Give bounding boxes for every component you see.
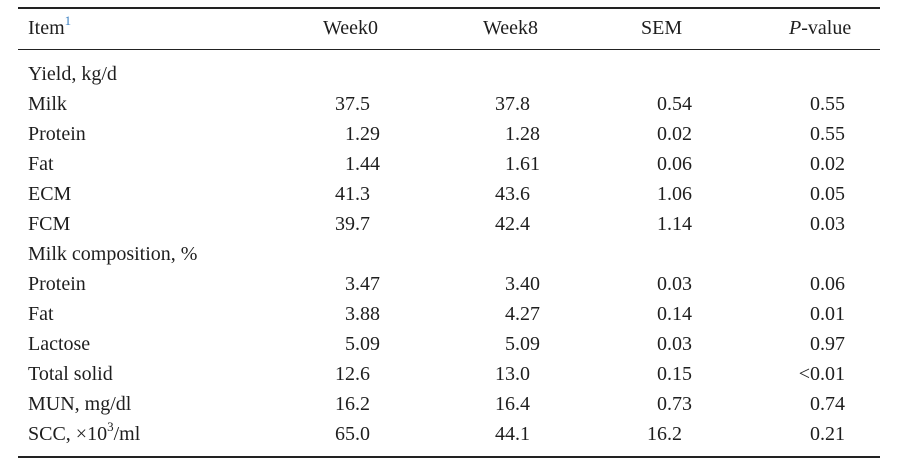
- row-item: Lactose: [28, 332, 90, 356]
- week8-value: 43.6: [495, 183, 530, 205]
- item-text: Protein: [28, 123, 86, 145]
- item-text: Milk: [28, 93, 67, 115]
- header-pvalue-rest: -value: [801, 17, 852, 39]
- bottom-rule: [18, 456, 880, 458]
- week8-value: 1.28: [505, 123, 540, 145]
- week0-value: 12.6: [335, 363, 370, 385]
- week8-value: 13.0: [495, 363, 530, 385]
- row-item: FCM: [28, 212, 70, 236]
- row-item: MUN, mg/dl: [28, 392, 131, 416]
- header-item: Item1: [28, 13, 72, 40]
- p-value: 0.55: [810, 123, 845, 145]
- top-rule: [18, 7, 880, 9]
- sem-value: 0.14: [657, 303, 692, 325]
- section-label: Yield, kg/d: [28, 63, 117, 85]
- header-item-text: Item: [28, 17, 65, 39]
- item-text: Lactose: [28, 333, 91, 355]
- item-after: /ml: [113, 423, 141, 445]
- header-rule: [18, 49, 880, 50]
- header-pvalue: P-value: [789, 16, 851, 40]
- row-item: Milk: [28, 92, 67, 116]
- header-week0: Week0: [323, 17, 379, 39]
- week0-value: 39.7: [335, 213, 370, 235]
- row-item: Fat: [28, 302, 54, 326]
- header-week8: Week8: [483, 17, 539, 39]
- item-text: Total solid: [28, 363, 113, 385]
- item-text: ECM: [28, 183, 72, 205]
- p-value: 0.06: [810, 273, 845, 295]
- p-value: <0.01: [798, 363, 845, 385]
- p-value: 0.55: [810, 93, 845, 115]
- row-item: Fat: [28, 152, 54, 176]
- sem-value: 0.73: [657, 393, 692, 415]
- item-text: MUN, mg/dl: [28, 393, 132, 415]
- week8-value: 44.1: [495, 423, 530, 445]
- week8-value: 37.8: [495, 93, 530, 115]
- header-pvalue-italic: P: [789, 17, 802, 39]
- week0-value: 37.5: [335, 93, 370, 115]
- sem-value: 16.2: [647, 423, 682, 445]
- week8-value: 3.40: [505, 273, 540, 295]
- sem-value: 0.06: [657, 153, 692, 175]
- week0-value: 3.88: [345, 303, 380, 325]
- week8-value: 4.27: [505, 303, 540, 325]
- week0-value: 1.29: [345, 123, 380, 145]
- row-item: ECM: [28, 182, 71, 206]
- p-value: 0.03: [810, 213, 845, 235]
- section-label: Milk composition, %: [28, 243, 198, 265]
- p-value: 0.97: [810, 333, 845, 355]
- week8-value: 1.61: [505, 153, 540, 175]
- item-text: FCM: [28, 213, 71, 235]
- week0-value: 41.3: [335, 183, 370, 205]
- row-item: SCC, ×103/ml: [28, 419, 141, 446]
- sem-value: 1.14: [657, 213, 692, 235]
- week8-value: 5.09: [505, 333, 540, 355]
- footnote-ref: 1: [64, 13, 72, 28]
- item-text: Fat: [28, 303, 54, 325]
- sem-value: 0.03: [657, 273, 692, 295]
- week0-value: 5.09: [345, 333, 380, 355]
- sem-value: 0.02: [657, 123, 692, 145]
- item-sup: 3: [107, 419, 114, 434]
- week8-value: 16.4: [495, 393, 530, 415]
- row-item: Total solid: [28, 362, 113, 386]
- sem-value: 0.15: [657, 363, 692, 385]
- week0-value: 16.2: [335, 393, 370, 415]
- week0-value: 3.47: [345, 273, 380, 295]
- sem-value: 0.03: [657, 333, 692, 355]
- week0-value: 1.44: [345, 153, 380, 175]
- p-value: 0.74: [810, 393, 845, 415]
- sem-value: 1.06: [657, 183, 692, 205]
- week8-value: 42.4: [495, 213, 530, 235]
- row-item: Protein: [28, 122, 86, 146]
- p-value: 0.02: [810, 153, 845, 175]
- week0-value: 65.0: [335, 423, 370, 445]
- item-text: SCC, ×10: [28, 423, 108, 445]
- p-value: 0.05: [810, 183, 845, 205]
- item-text: Fat: [28, 153, 54, 175]
- header-sem: SEM: [641, 17, 683, 39]
- row-item: Protein: [28, 272, 86, 296]
- item-text: Protein: [28, 273, 86, 295]
- p-value: 0.01: [810, 303, 845, 325]
- sem-value: 0.54: [657, 93, 692, 115]
- p-value: 0.21: [810, 423, 845, 445]
